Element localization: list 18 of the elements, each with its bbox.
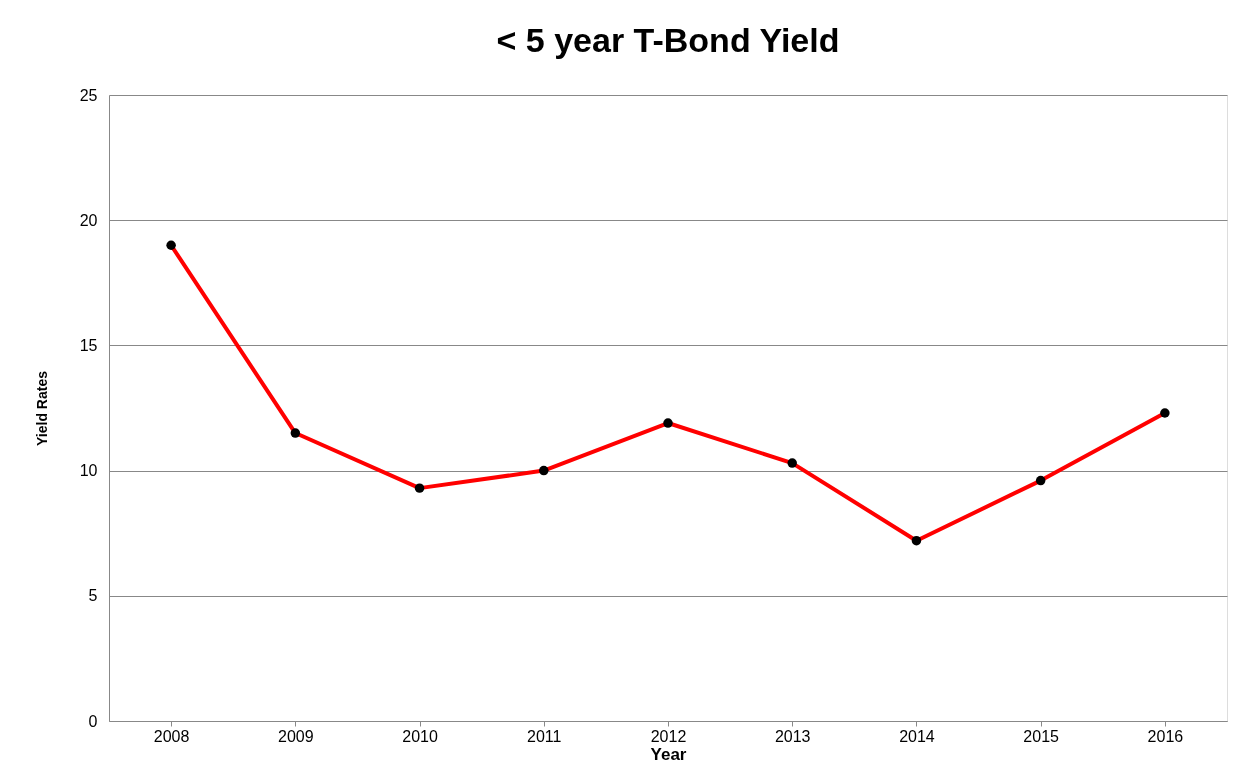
x-tick-label: 2015	[1023, 727, 1060, 745]
x-tick-label: 2009	[278, 727, 314, 745]
y-tick-label: 25	[79, 86, 98, 104]
y-axis-title: Yield Rates	[33, 370, 50, 446]
y-tick-label: 20	[79, 211, 98, 229]
y-tick-label: 0	[88, 712, 98, 730]
x-tick-label: 2014	[899, 727, 935, 745]
x-tick-label: 2013	[774, 727, 811, 745]
x-tick-label: 2011	[527, 727, 562, 745]
y-tick-label: 5	[88, 587, 98, 605]
x-tick-label: 2012	[650, 727, 687, 745]
chart-title: < 5 year T-Bond Yield	[496, 21, 840, 59]
x-tick-label: 2016	[1147, 727, 1184, 745]
y-tick-label: 10	[79, 462, 98, 480]
y-tick-label: 15	[79, 336, 98, 354]
x-tick-label: 2010	[402, 727, 438, 745]
x-tick-label: 2008	[153, 727, 190, 745]
x-axis-title: Year	[650, 744, 687, 764]
